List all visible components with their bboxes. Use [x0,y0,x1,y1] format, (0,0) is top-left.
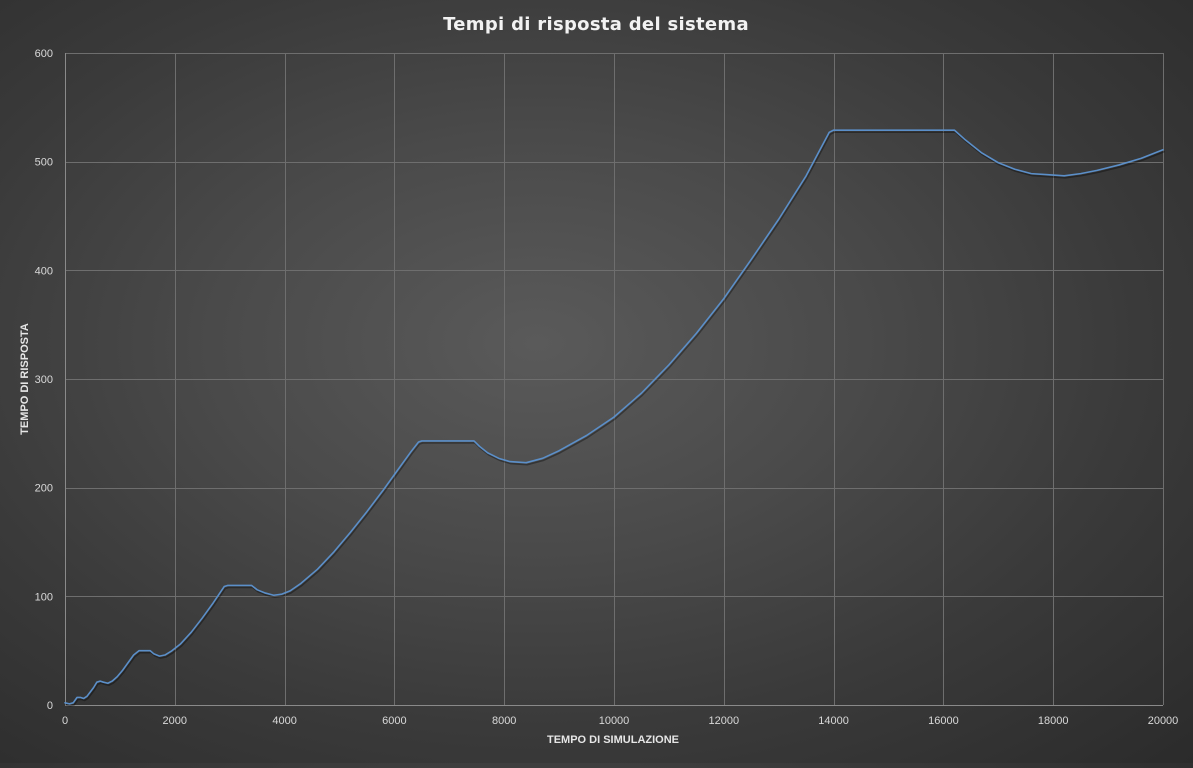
series-line [64,129,1164,705]
series-layer [64,129,1165,707]
y-tick-label: 0 [47,700,53,712]
x-tick-label: 8000 [492,715,516,727]
chart-title: Tempi di risposta del sistema [443,14,749,35]
tick-labels: 0 2000 4000 6000 8000 10000 12000 14000 16000 180… [35,48,1179,727]
series-line-shadow [65,131,1165,707]
y-tick-label: 200 [35,483,53,495]
grid-lines [65,53,1164,705]
x-tick-label: 2000 [163,715,187,727]
y-tick-label: 500 [35,157,53,169]
y-axis-title: TEMPO DI RISPOSTA [19,323,31,435]
x-tick-label: 16000 [928,715,959,727]
axes [65,53,1163,706]
x-tick-label: 4000 [272,715,296,727]
x-tick-label: 0 [62,715,68,727]
y-tick-label: 100 [35,591,53,603]
x-tick-label: 12000 [709,715,740,727]
x-tick-label: 14000 [818,715,849,727]
x-tick-label: 10000 [599,715,630,727]
x-axis-title: TEMPO DI SIMULAZIONE [547,734,679,746]
x-tick-label: 6000 [382,715,406,727]
y-tick-label: 400 [35,265,53,277]
x-tick-label: 18000 [1038,715,1069,727]
y-tick-label: 600 [35,48,53,60]
x-tick-label: 20000 [1148,715,1179,727]
y-tick-label: 300 [35,374,53,386]
